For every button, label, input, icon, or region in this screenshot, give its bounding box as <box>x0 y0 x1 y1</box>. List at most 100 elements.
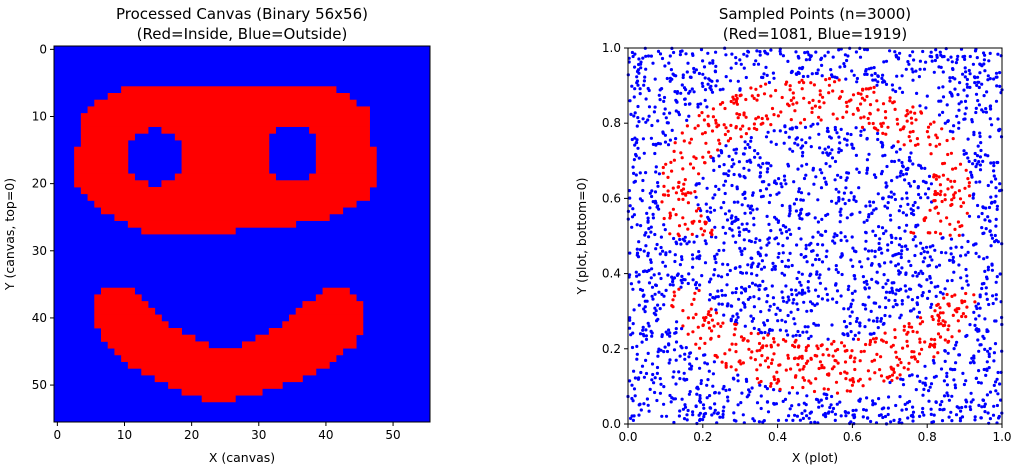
scatter-point-red <box>875 99 879 103</box>
scatter-point-blue <box>752 223 756 227</box>
scatter-point-blue <box>917 192 921 197</box>
scatter-point-blue <box>780 203 784 208</box>
scatter-point-blue <box>845 58 849 63</box>
scatter-point-blue <box>977 403 981 407</box>
scatter-point-blue <box>793 413 797 417</box>
right-y-tick-label: 0.6 <box>602 191 621 205</box>
scatter-point-blue <box>696 102 700 106</box>
heatmap-inside-cell-run <box>315 146 377 154</box>
scatter-point-red <box>734 368 738 372</box>
scatter-point-blue <box>703 239 707 243</box>
scatter-point-blue <box>995 160 999 165</box>
scatter-point-blue <box>961 371 965 375</box>
scatter-point-blue <box>677 370 681 374</box>
scatter-point-blue <box>800 411 804 415</box>
scatter-point-blue <box>742 66 746 70</box>
scatter-point-blue <box>995 204 1000 208</box>
scatter-point-blue <box>797 190 801 194</box>
scatter-point-blue <box>921 393 925 397</box>
scatter-point-blue <box>965 274 969 278</box>
scatter-point-blue <box>911 238 915 242</box>
scatter-point-blue <box>821 151 825 155</box>
scatter-point-red <box>704 315 708 320</box>
scatter-point-blue <box>722 200 726 205</box>
scatter-point-blue <box>860 265 864 269</box>
scatter-point-blue <box>995 275 999 279</box>
right-plot-background <box>628 48 1002 424</box>
scatter-point-blue <box>951 368 955 372</box>
scatter-point-blue <box>883 153 887 157</box>
scatter-point-blue <box>631 418 636 422</box>
scatter-point-blue <box>757 420 762 424</box>
scatter-point-red <box>793 345 797 349</box>
scatter-point-blue <box>953 386 958 390</box>
scatter-point-red <box>732 333 736 337</box>
scatter-point-blue <box>845 138 849 142</box>
scatter-point-blue <box>788 147 792 151</box>
scatter-point-blue <box>854 408 858 412</box>
scatter-point-blue <box>974 317 978 321</box>
scatter-point-blue <box>761 162 765 166</box>
scatter-point-blue <box>934 294 938 298</box>
scatter-point-blue <box>725 283 729 287</box>
scatter-point-red <box>967 181 972 185</box>
scatter-point-red <box>872 358 877 362</box>
scatter-point-red <box>952 193 956 197</box>
scatter-point-blue <box>906 295 910 299</box>
scatter-point-blue <box>826 337 830 341</box>
scatter-point-blue <box>764 65 768 69</box>
scatter-point-red <box>800 356 804 360</box>
scatter-point-blue <box>734 56 738 60</box>
scatter-point-blue <box>932 70 936 74</box>
scatter-point-blue <box>890 235 894 240</box>
scatter-point-red <box>756 93 760 97</box>
scatter-point-blue <box>654 201 658 205</box>
scatter-point-blue <box>719 149 723 153</box>
scatter-point-blue <box>804 141 808 145</box>
scatter-point-red <box>818 93 822 97</box>
scatter-point-blue <box>805 330 809 334</box>
scatter-point-blue <box>677 414 682 418</box>
scatter-point-red <box>922 218 927 223</box>
scatter-point-red <box>707 310 711 314</box>
scatter-point-blue <box>730 291 735 295</box>
scatter-point-blue <box>977 103 982 107</box>
scatter-point-blue <box>965 279 969 283</box>
scatter-point-blue <box>772 388 776 392</box>
scatter-point-blue <box>646 216 650 220</box>
scatter-point-red <box>681 216 685 220</box>
scatter-point-blue <box>985 328 989 332</box>
scatter-point-red <box>690 232 694 236</box>
scatter-point-blue <box>961 233 965 237</box>
scatter-point-blue <box>763 330 767 335</box>
scatter-point-blue <box>947 398 952 402</box>
scatter-point-blue <box>817 257 821 262</box>
scatter-point-red <box>934 230 938 234</box>
scatter-point-blue <box>951 130 955 134</box>
scatter-point-blue <box>765 161 769 165</box>
scatter-point-blue <box>758 156 762 160</box>
scatter-point-blue <box>890 159 894 163</box>
scatter-point-blue <box>667 342 671 346</box>
scatter-point-blue <box>839 175 843 179</box>
scatter-point-red <box>810 106 814 110</box>
scatter-point-blue <box>780 185 784 189</box>
scatter-point-blue <box>876 326 880 330</box>
scatter-point-blue <box>776 418 781 422</box>
scatter-point-red <box>710 329 714 333</box>
scatter-point-red <box>712 324 716 328</box>
scatter-point-red <box>883 331 887 335</box>
scatter-point-red <box>693 126 697 130</box>
scatter-point-blue <box>915 301 919 305</box>
scatter-point-red <box>933 189 937 194</box>
scatter-point-blue <box>705 362 710 366</box>
scatter-point-red <box>894 350 898 354</box>
scatter-point-blue <box>647 235 651 239</box>
scatter-point-blue <box>734 290 738 295</box>
scatter-point-blue <box>637 240 641 244</box>
scatter-point-blue <box>948 79 952 83</box>
right-x-tick-label: 0.4 <box>768 430 787 444</box>
scatter-point-blue <box>864 408 868 412</box>
scatter-point-blue <box>751 317 756 321</box>
scatter-point-red <box>833 358 837 363</box>
